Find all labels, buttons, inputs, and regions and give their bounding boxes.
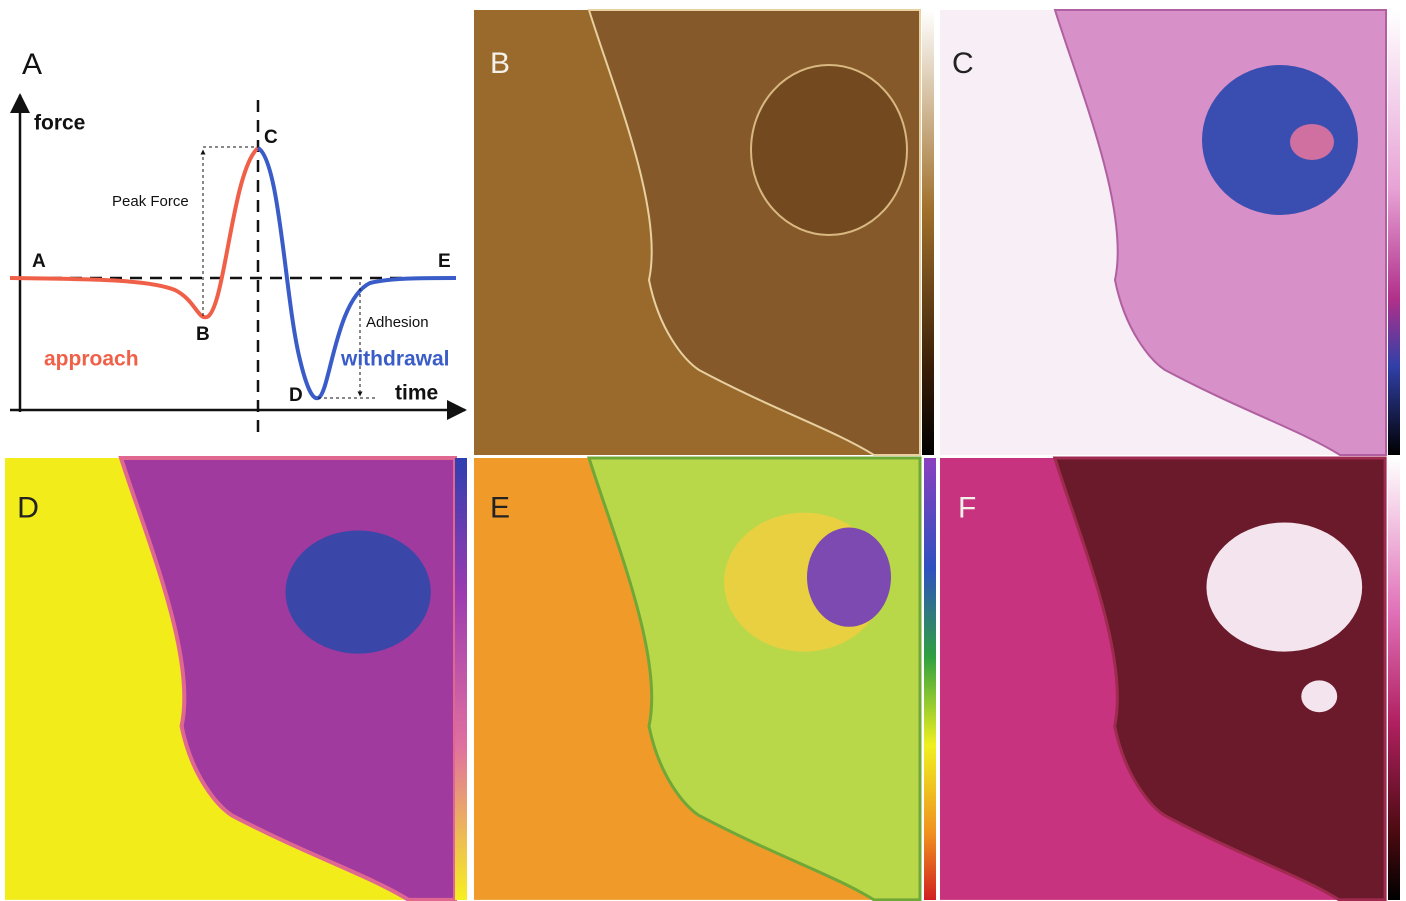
point-label: B bbox=[196, 324, 210, 345]
panel-f: F bbox=[940, 458, 1385, 900]
panel-label: A bbox=[22, 48, 42, 81]
panel-e: E bbox=[474, 458, 920, 900]
figure: A force time A B C D E Peak Force Adhesi… bbox=[0, 0, 1406, 901]
panel-c: C bbox=[940, 10, 1386, 455]
nucleus bbox=[1202, 65, 1358, 215]
panel-label: B bbox=[490, 47, 510, 80]
panel-b: B bbox=[474, 10, 920, 455]
panel-label: E bbox=[490, 492, 510, 525]
annotation: Adhesion bbox=[366, 314, 429, 331]
panel-label: D bbox=[17, 492, 39, 525]
nucleus bbox=[751, 65, 907, 235]
nucleus bbox=[1206, 523, 1362, 652]
nucleus bbox=[286, 530, 431, 653]
point-label: E bbox=[438, 251, 451, 272]
colorbar bbox=[1388, 10, 1400, 455]
nucleolus bbox=[1290, 124, 1334, 160]
y-axis-label: force bbox=[34, 112, 85, 135]
colorbar bbox=[1388, 458, 1400, 900]
spot bbox=[1301, 680, 1337, 712]
colorbar bbox=[922, 10, 934, 455]
approach-curve bbox=[10, 148, 258, 317]
panel-a: A force time A B C D E Peak Force Adhesi… bbox=[10, 48, 465, 432]
nucleus bbox=[807, 528, 891, 627]
panel-label: F bbox=[958, 492, 976, 525]
point-label: C bbox=[264, 127, 278, 148]
phase-label: withdrawal bbox=[340, 348, 450, 371]
panel-label: C bbox=[952, 47, 974, 80]
panel-d: D bbox=[5, 458, 455, 900]
annotation: Peak Force bbox=[112, 193, 189, 210]
point-label: A bbox=[32, 251, 46, 272]
colorbar bbox=[924, 458, 936, 900]
colorbar bbox=[455, 458, 467, 900]
x-axis-label: time bbox=[395, 382, 438, 405]
phase-label: approach bbox=[44, 348, 139, 371]
point-label: D bbox=[289, 385, 303, 406]
